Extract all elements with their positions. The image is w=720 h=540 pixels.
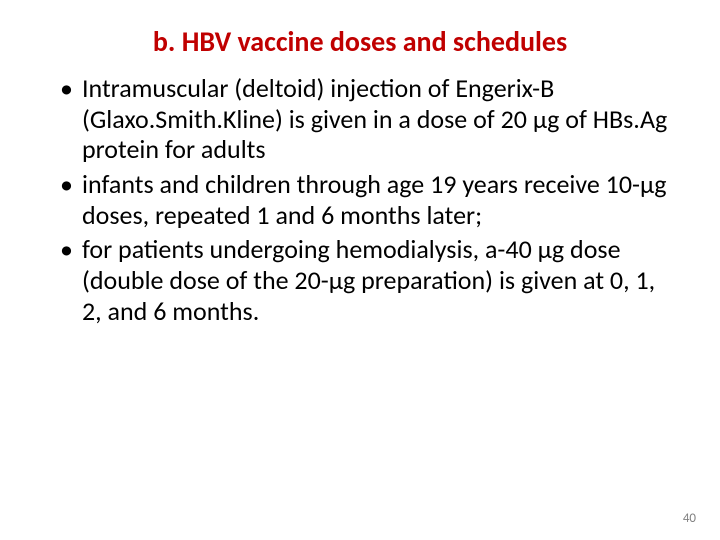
bullet-text: for patients undergoing hemodialysis, a-…: [82, 233, 655, 326]
bullet-text: infants and children through age 19 year…: [82, 168, 667, 231]
list-item: infants and children through age 19 year…: [60, 169, 680, 230]
list-item: for patients undergoing hemodialysis, a-…: [60, 234, 680, 326]
slide: b. HBV vaccine doses and schedules Intra…: [0, 0, 720, 540]
list-item: Intramuscular (deltoid) injection of Eng…: [60, 73, 680, 165]
bullet-list: Intramuscular (deltoid) injection of Eng…: [40, 73, 680, 326]
bullet-text: Intramuscular (deltoid) injection of Eng…: [82, 72, 667, 165]
slide-title: b. HBV vaccine doses and schedules: [40, 24, 680, 59]
page-number: 40: [683, 511, 696, 526]
